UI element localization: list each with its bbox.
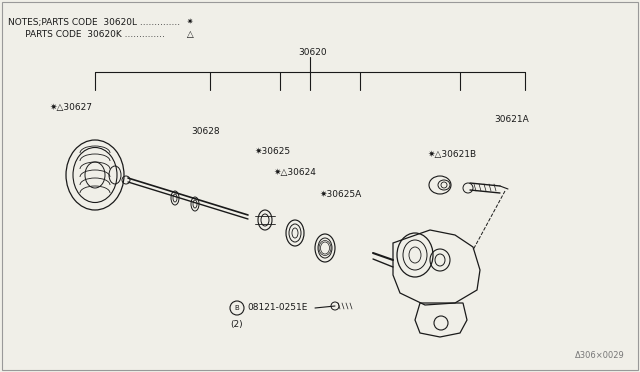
Text: ✷△30627: ✷△30627 xyxy=(50,103,93,112)
Text: 30620: 30620 xyxy=(298,48,326,57)
Text: Δ306×0029: Δ306×0029 xyxy=(575,351,625,360)
Text: NOTES;PARTS CODE  30620L ..............: NOTES;PARTS CODE 30620L .............. xyxy=(8,18,180,27)
Text: 08121-0251E: 08121-0251E xyxy=(247,304,307,312)
Text: ✷30625: ✷30625 xyxy=(255,147,291,156)
Text: ✷30625A: ✷30625A xyxy=(320,190,362,199)
Text: PARTS CODE  30620K ..............: PARTS CODE 30620K .............. xyxy=(8,30,165,39)
Text: ✷△30621B: ✷△30621B xyxy=(428,150,477,159)
Text: △: △ xyxy=(184,30,193,39)
Text: 30621A: 30621A xyxy=(494,115,529,124)
Text: (2): (2) xyxy=(230,320,243,329)
Text: B: B xyxy=(235,305,239,311)
Text: ✷△30624: ✷△30624 xyxy=(274,168,317,177)
Text: 30628: 30628 xyxy=(191,127,220,136)
Text: ✷: ✷ xyxy=(184,18,193,27)
